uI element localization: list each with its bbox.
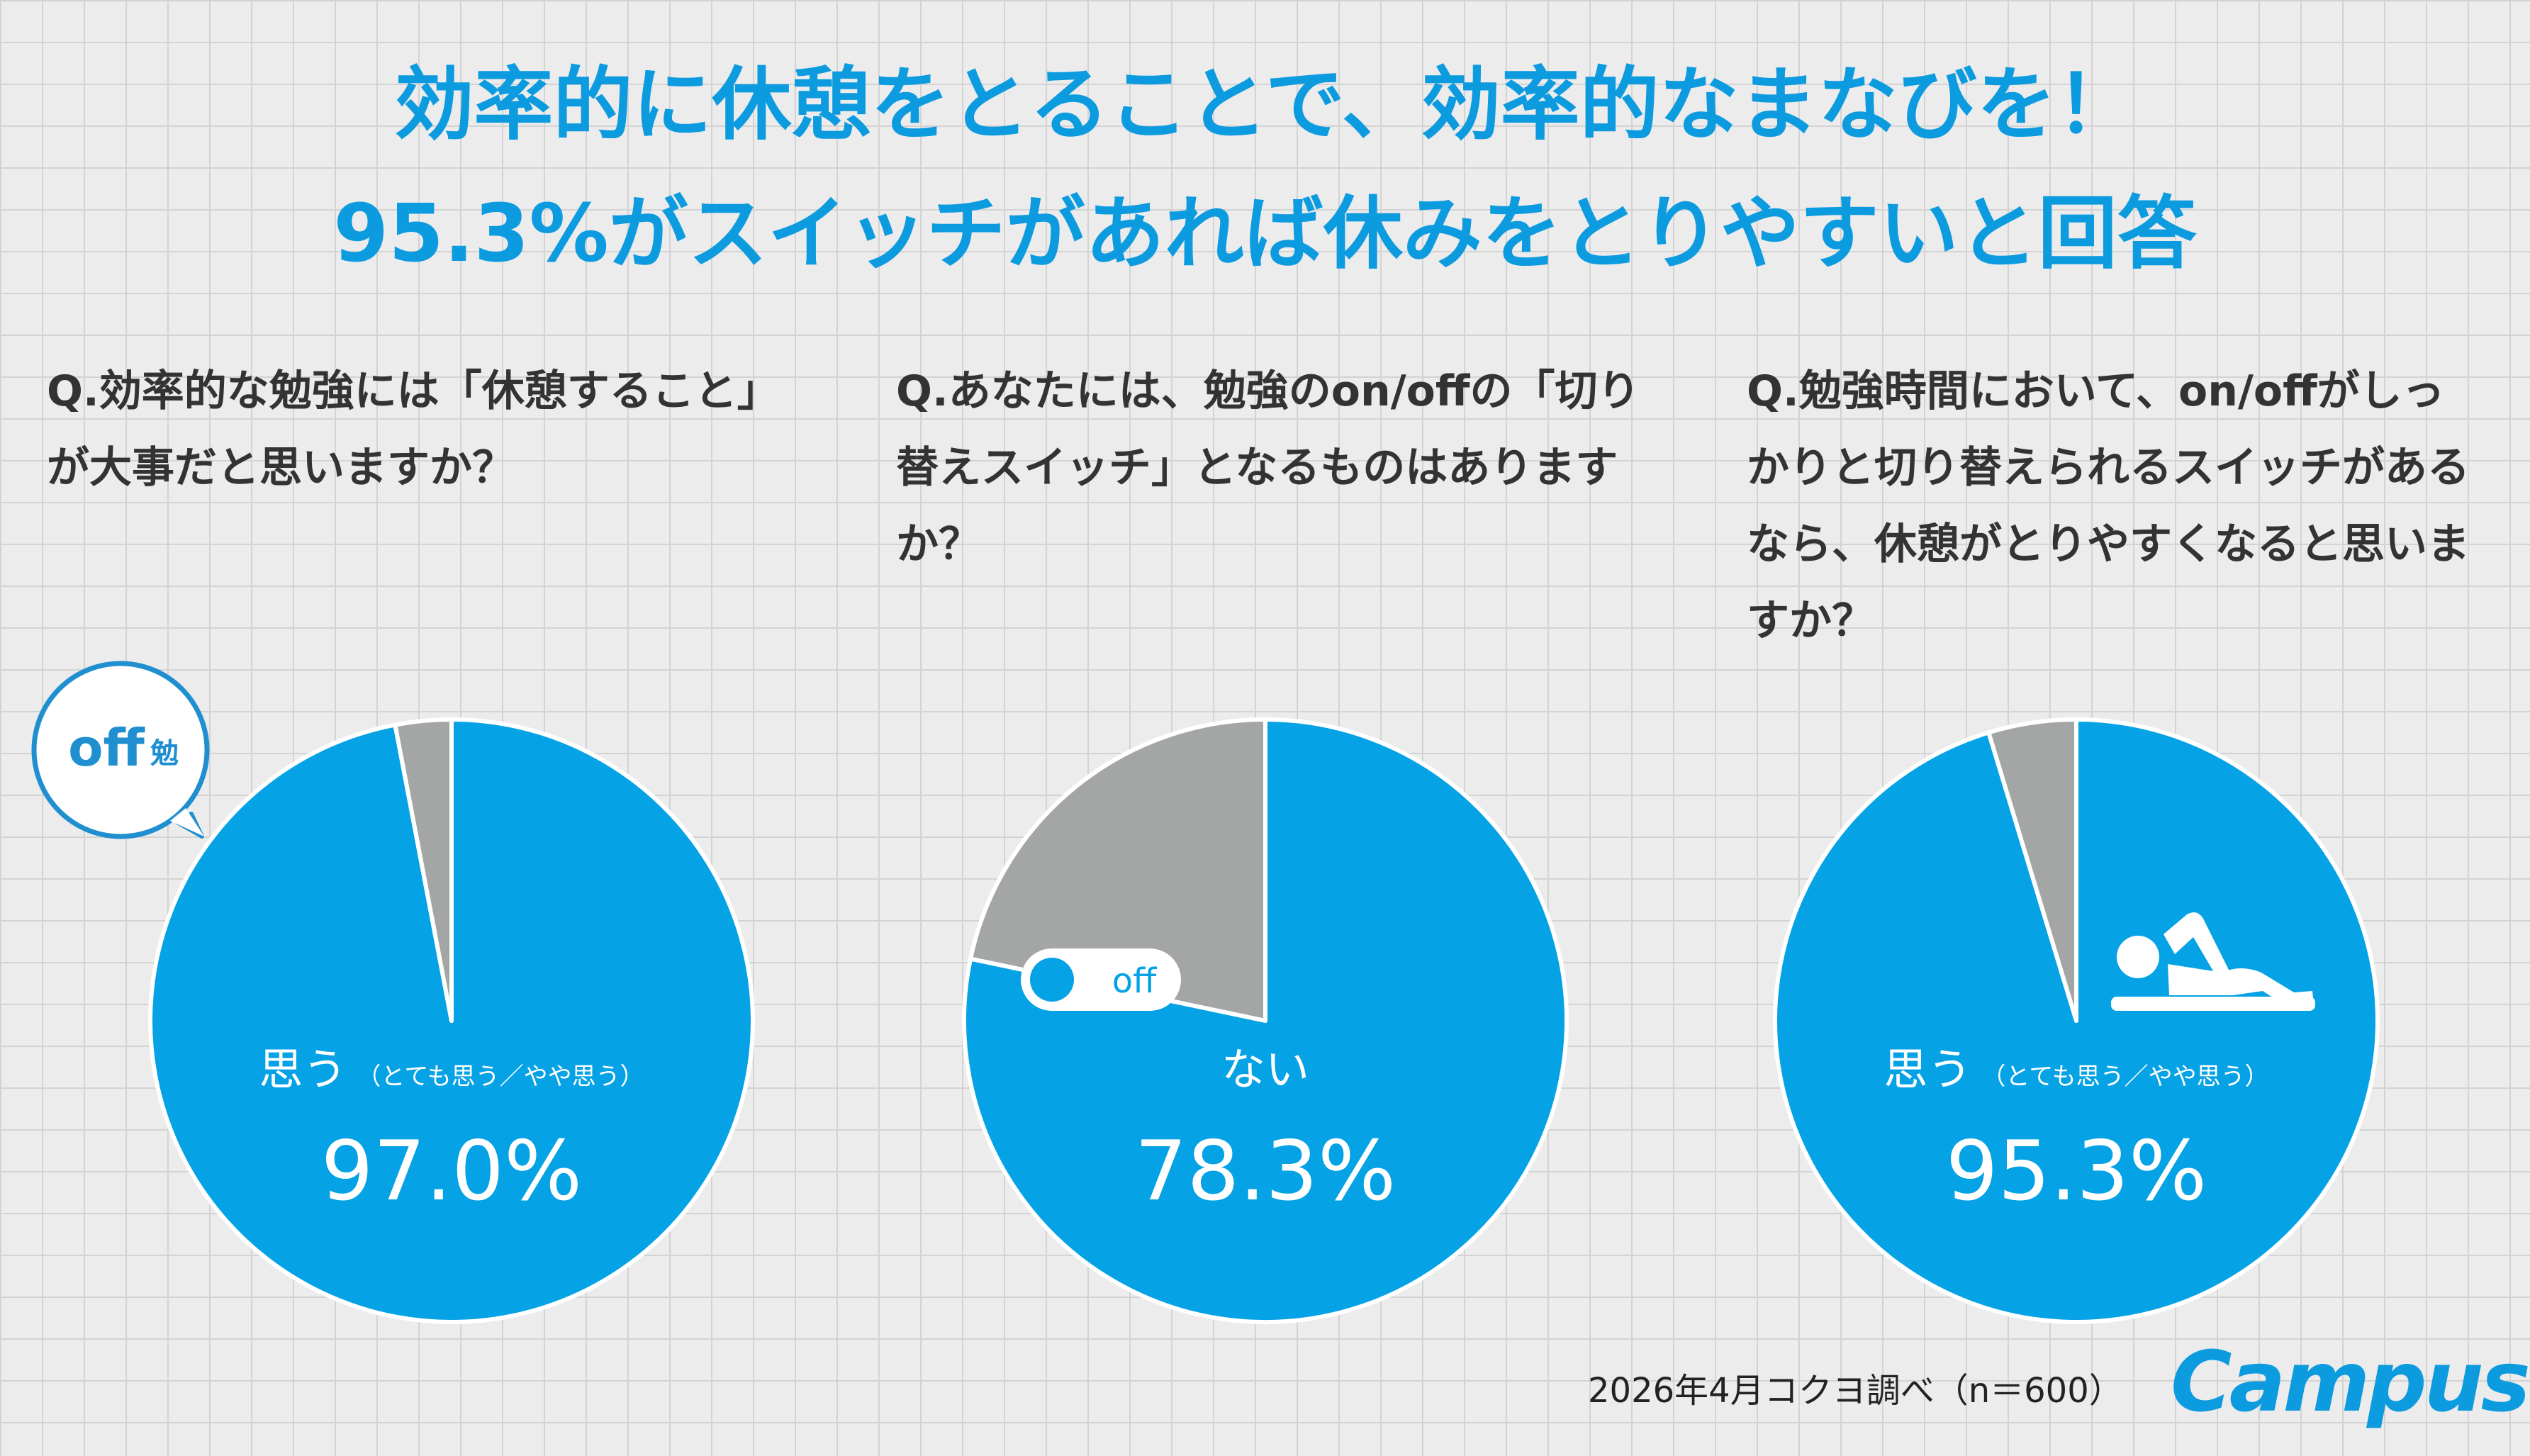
pie-3-slice-2 — [1986, 717, 2078, 1023]
survey-source: 2026年4月コクヨ調べ（n＝600） — [1588, 1371, 2123, 1411]
pie-3-value-label: 95.3% — [1946, 1124, 2207, 1219]
title-line-2: 95.3%がスイッチがあれば休みをとりやすいと回答 — [333, 188, 2197, 280]
bubble-off-text: off — [68, 718, 145, 778]
toggle-switch-icon: off — [1021, 948, 1181, 1011]
bubble-kanji-text: 勉 — [150, 737, 179, 770]
pie-2-value-label: 78.3% — [1135, 1124, 1396, 1219]
pie-2-label: ない — [1221, 1043, 1309, 1095]
question-2: Q.あなたには、勉強のon/offの「切り替えスイッチ」となるものはありますか？ — [896, 366, 1640, 569]
toggle-off-text: off — [1112, 961, 1157, 1001]
resting-person-icon — [2111, 912, 2315, 1011]
campus-logo: Campus — [2171, 1333, 2530, 1430]
pie-1-slice-2 — [393, 717, 454, 1023]
speech-bubble-icon: off 勉 — [31, 661, 210, 839]
pie-1-label: 思う （とても思う／やや思う） — [259, 1043, 644, 1095]
pie-1-value-label: 97.0% — [321, 1124, 583, 1219]
question-1: Q.効率的な勉強には「休憩すること」が大事だと思いますか？ — [47, 366, 780, 493]
title-line-1: 効率的に休憩をとることで、効率的なまなびを！ — [394, 59, 2136, 151]
pie-2-slice-2 — [968, 717, 1267, 1023]
question-3: Q.勉強時間において、on/offがしっかりと切り替えられるスイッチがあるなら、… — [1747, 366, 2470, 646]
pie-3-label: 思う （とても思う／やや思う） — [1883, 1043, 2268, 1095]
